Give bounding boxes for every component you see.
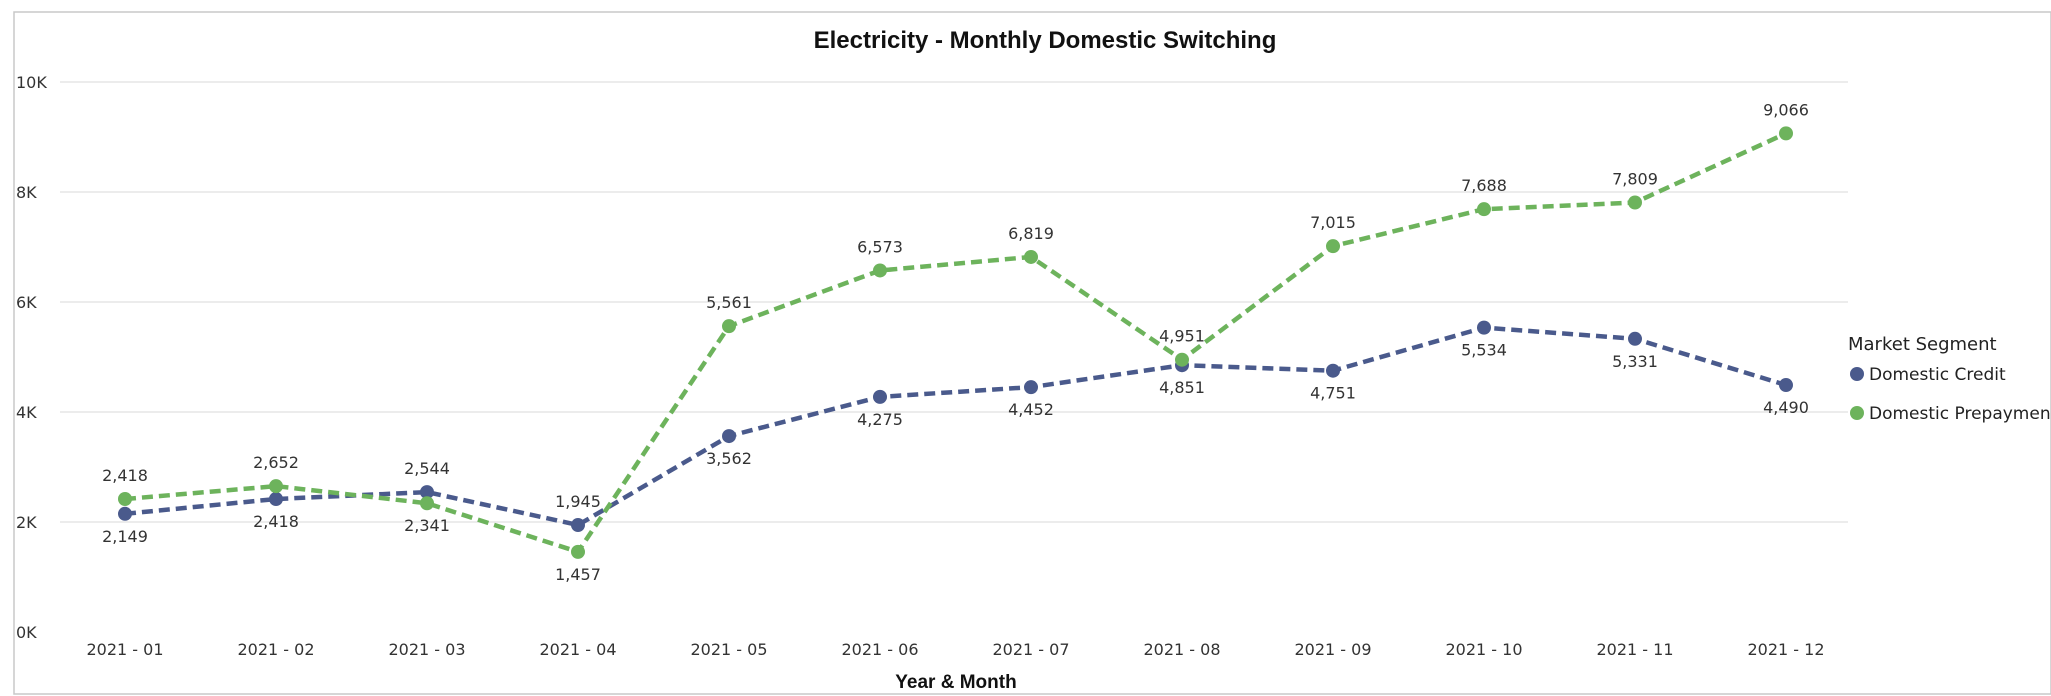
data-point <box>1326 363 1340 378</box>
x-tick-label: 2021 - 09 <box>1294 640 1371 659</box>
data-point <box>722 429 736 444</box>
data-label: 7,015 <box>1310 213 1356 232</box>
x-tick-label: 2021 - 05 <box>690 640 767 659</box>
y-tick-label: 6K <box>16 293 37 312</box>
data-point <box>118 506 132 521</box>
data-point <box>420 496 434 511</box>
data-label: 1,945 <box>555 492 601 511</box>
data-label: 2,149 <box>102 527 148 546</box>
data-label: 5,331 <box>1612 352 1658 371</box>
data-point <box>1477 320 1491 335</box>
chart-border <box>13 11 2051 695</box>
data-point <box>1024 249 1038 264</box>
legend-items: Domestic Credit Domestic Prepayment <box>1850 365 2051 424</box>
y-axis-ticks: 0K 2K 4K 6K 8K 10K <box>16 73 47 642</box>
x-tick-label: 2021 - 07 <box>992 640 1069 659</box>
data-point <box>873 263 887 278</box>
legend-label: Domestic Prepayment <box>1869 404 2051 424</box>
data-point <box>118 492 132 507</box>
data-label: 7,688 <box>1461 176 1507 195</box>
data-label: 2,544 <box>404 459 450 478</box>
legend-item: Domestic Credit <box>1850 365 2006 385</box>
data-point <box>1024 380 1038 395</box>
data-label: 1,457 <box>555 565 601 584</box>
x-tick-label: 2021 - 08 <box>1143 640 1220 659</box>
x-tick-label: 2021 - 02 <box>237 640 314 659</box>
data-labels: 2,149 2,418 2,544 1,945 3,562 4,275 4,452 4,851… <box>102 100 1809 583</box>
data-label: 7,809 <box>1612 170 1658 189</box>
data-point <box>571 518 585 533</box>
series-domestic-credit <box>118 320 1793 533</box>
gridlines <box>60 81 1848 523</box>
data-label: 3,562 <box>706 449 752 468</box>
legend-title: Market Segment <box>1848 334 1997 355</box>
data-point <box>571 544 585 559</box>
y-tick-label: 4K <box>16 403 37 422</box>
series-domestic-prepayment <box>118 126 1793 559</box>
data-point <box>722 319 736 334</box>
legend-marker <box>1850 406 1864 420</box>
data-label: 9,066 <box>1763 100 1809 119</box>
legend: Market Segment Domestic Credit Domestic P… <box>1848 334 2051 424</box>
data-point <box>1326 239 1340 254</box>
x-tick-label: 2021 - 03 <box>388 640 465 659</box>
data-point <box>1477 202 1491 217</box>
data-label: 5,561 <box>706 293 752 312</box>
data-label: 2,341 <box>404 516 450 535</box>
data-point <box>1779 378 1793 393</box>
series-line <box>124 131 1787 555</box>
x-tick-label: 2021 - 06 <box>841 640 918 659</box>
y-tick-label: 8K <box>16 183 37 202</box>
data-label: 5,534 <box>1461 341 1507 360</box>
legend-label: Domestic Credit <box>1869 365 2006 385</box>
x-tick-label: 2021 - 10 <box>1445 640 1522 659</box>
data-point <box>269 492 283 507</box>
x-axis-title: Year & Month <box>895 672 1016 693</box>
data-label: 4,452 <box>1008 400 1054 419</box>
x-tick-label: 2021 - 01 <box>86 640 163 659</box>
x-tick-label: 2021 - 04 <box>539 640 616 659</box>
legend-marker <box>1850 367 1864 381</box>
data-label: 2,418 <box>253 512 299 531</box>
y-tick-label: 0K <box>16 623 37 642</box>
chart-title: Electricity - Monthly Domestic Switching <box>814 27 1277 54</box>
data-label: 4,851 <box>1159 378 1205 397</box>
y-tick-label: 10K <box>16 73 47 92</box>
x-tick-label: 2021 - 12 <box>1747 640 1824 659</box>
x-tick-label: 2021 - 11 <box>1596 640 1673 659</box>
data-label: 6,819 <box>1008 224 1054 243</box>
series-line <box>124 325 1787 528</box>
y-tick-label: 2K <box>16 513 37 532</box>
data-label: 2,418 <box>102 466 148 485</box>
data-point <box>873 389 887 404</box>
legend-item: Domestic Prepayment <box>1850 404 2051 424</box>
data-label: 4,951 <box>1159 327 1205 346</box>
data-point <box>269 479 283 494</box>
data-label: 4,751 <box>1310 384 1356 403</box>
data-point <box>1175 352 1189 367</box>
data-point <box>1779 126 1793 141</box>
data-label: 6,573 <box>857 237 903 256</box>
data-point <box>1628 331 1642 346</box>
data-label: 2,652 <box>253 453 299 472</box>
data-label: 4,490 <box>1763 398 1809 417</box>
data-point <box>420 485 434 500</box>
x-axis-ticks: 2021 - 01 2021 - 02 2021 - 03 2021 - 04 2021… <box>86 640 1824 659</box>
data-label: 4,275 <box>857 410 903 429</box>
data-point <box>1628 195 1642 210</box>
series-lines <box>118 126 1793 559</box>
